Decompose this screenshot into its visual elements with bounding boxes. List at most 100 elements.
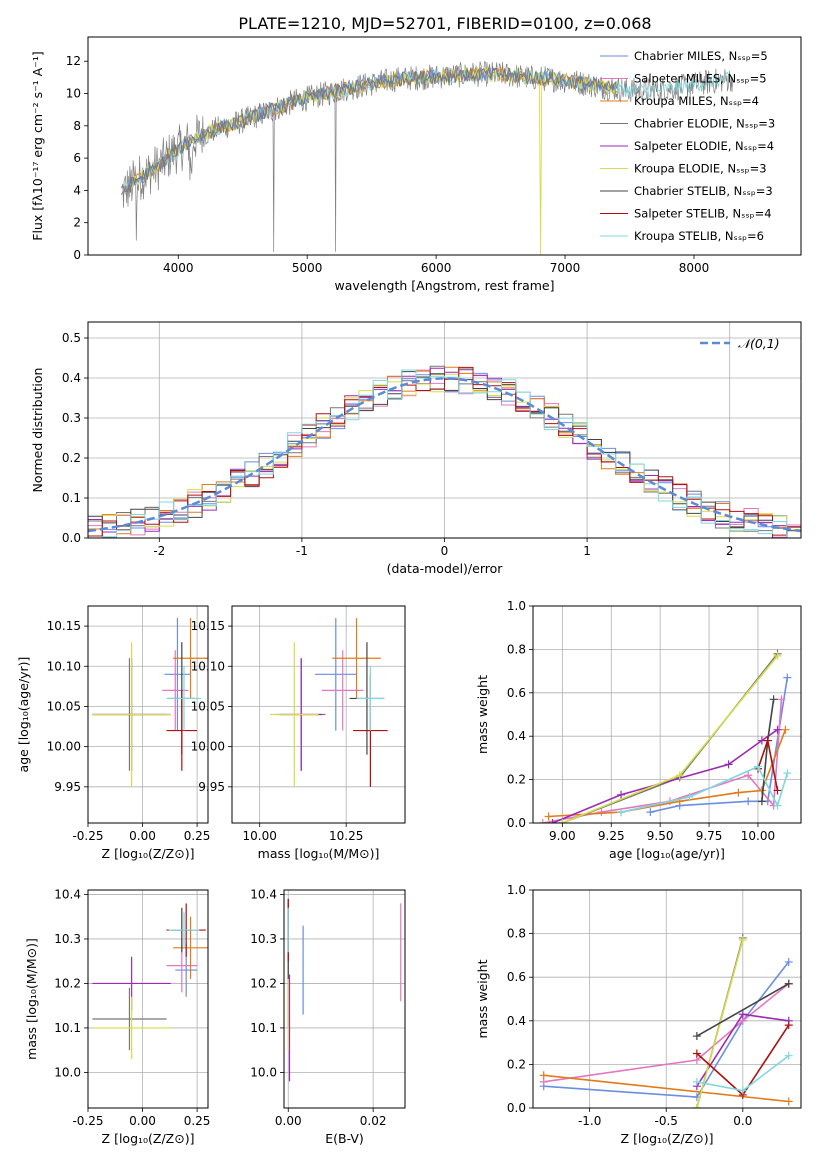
mass-weight-series-line	[696, 983, 790, 1037]
data-point-marker	[744, 771, 753, 780]
data-point-marker	[784, 1021, 793, 1030]
mass_vs_Z-frame	[87, 889, 209, 1109]
y-axis-label: mass weight	[475, 675, 490, 754]
x-axis-label: (data-model)/error	[387, 561, 504, 576]
data-point-marker	[617, 790, 626, 799]
y-tick-label: 0.0	[507, 1101, 526, 1115]
x-tick-label: 10.00	[741, 829, 775, 843]
legend-label: Salpeter MILES, Nₛₛₚ=5	[634, 72, 767, 86]
y-tick-label: 10.1	[54, 1021, 81, 1035]
y-axis-label: age [log₁₀(age/yr)]	[16, 657, 31, 773]
x-tick-label: 6000	[421, 261, 452, 275]
y-tick-label: 9.95	[198, 780, 225, 794]
x-axis-label: Z [log₁₀(Z/Z⊙)]	[102, 1131, 195, 1146]
histogram-step-line	[88, 366, 801, 537]
legend-label: Chabrier STELIB, Nₛₛₚ=3	[634, 184, 773, 198]
data-point-marker	[734, 788, 743, 797]
x-axis-label: E(B-V)	[325, 1131, 364, 1146]
x-tick-label: -0.25	[72, 829, 103, 843]
legend-label: Kroupa STELIB, Nₛₛₚ=6	[634, 229, 764, 243]
residuals-frame	[87, 321, 802, 539]
y-tick-label: 10.00	[47, 740, 81, 754]
gaussian-reference-line	[88, 377, 801, 533]
data-point-marker	[738, 936, 747, 945]
x-tick-label: 7000	[550, 261, 581, 275]
y-tick-label: 10.4	[250, 887, 277, 901]
y-tick-label: 10.2	[250, 976, 277, 990]
y-tick-label: 4	[73, 183, 81, 197]
mass_weight_vs_age-frame	[532, 605, 802, 824]
data-point-marker	[773, 786, 782, 795]
y-tick-label: 0.1	[62, 491, 81, 505]
y-tick-label: 10.1	[250, 1021, 277, 1035]
y-tick-label: 10.05	[47, 699, 81, 713]
data-point-marker	[784, 957, 793, 966]
y-axis-label: mass weight	[475, 959, 490, 1038]
x-tick-label: 9.00	[549, 829, 576, 843]
y-axis-label: Flux [fλ10⁻¹⁷ erg cm⁻² s⁻¹ A⁻¹]	[30, 51, 45, 240]
data-point-marker	[781, 725, 790, 734]
spectrum-plot-area	[121, 60, 734, 255]
model-spectrum-line	[121, 66, 618, 193]
age_vs_mass-frame	[231, 605, 406, 824]
mass-weight-series-line	[543, 961, 790, 1098]
data-point-marker	[692, 1104, 701, 1108]
x-tick-label: 1	[583, 544, 591, 558]
data-point-marker	[548, 819, 557, 823]
x-axis-label: Z [log₁₀(Z/Z⊙)]	[621, 1131, 714, 1146]
data-point-marker	[773, 801, 782, 810]
mass_weight_vs_Z-frame	[532, 889, 802, 1109]
x-tick-label: 4000	[163, 261, 194, 275]
x-axis-label: Z [log₁₀(Z/Z⊙)]	[102, 846, 195, 861]
data-point-marker	[783, 769, 792, 778]
y-axis-label: Normed distribution	[30, 368, 45, 493]
data-point-marker	[744, 797, 753, 806]
mass_vs_ebv-frame	[283, 889, 406, 1109]
spectrum-axes: 4000 5000 6000 7000 8000 0 2 4 6 8 10 12 wavelength …	[30, 51, 709, 293]
age_vs_mass-axes: 10.00 10.25 9.95 10.00 10.05 10.10 10.15 mass […	[191, 606, 405, 861]
data-point-marker	[646, 808, 655, 817]
data-point-marker	[773, 651, 782, 660]
y-tick-label: 10.15	[191, 619, 225, 633]
y-tick-label: 10.05	[191, 699, 225, 713]
x-tick-label: 0.0	[733, 1114, 752, 1128]
y-tick-label: 0.2	[507, 1057, 526, 1071]
y-tick-label: 0.5	[62, 331, 81, 345]
y-tick-label: 0.0	[507, 816, 526, 830]
data-point-marker	[597, 808, 606, 817]
y-tick-label: 0.8	[507, 642, 526, 656]
data-point-marker	[685, 792, 694, 801]
y-tick-label: 0.6	[507, 686, 526, 700]
mass_weight_vs_age-plot-area	[538, 649, 792, 823]
data-point-marker	[784, 1097, 793, 1106]
y-tick-label: 10.0	[54, 1065, 81, 1079]
x-axis-label: age [log₁₀(age/yr)]	[609, 846, 725, 861]
y-tick-label: 0.2	[507, 773, 526, 787]
figure-title: PLATE=1210, MJD=52701, FIBERID=0100, z=0…	[238, 14, 651, 33]
x-axis-label: wavelength [Angstrom, rest frame]	[334, 278, 554, 293]
mass_vs_Z-plot-area	[92, 903, 208, 1060]
data-point-marker	[692, 1077, 701, 1086]
y-tick-label: 0.4	[507, 1014, 526, 1028]
y-tick-label: 12	[66, 54, 81, 68]
x-tick-label: 2	[726, 544, 734, 558]
legend-label: Kroupa MILES, Nₛₛₚ=4	[634, 94, 759, 108]
mass_weight_vs_age-axes: 9.00 9.25 9.50 9.75 10.00 0.0 0.2 0.4 0.6 0.8 1.0 a…	[475, 599, 801, 861]
data-point-marker	[753, 762, 762, 771]
data-point-marker	[539, 1071, 548, 1080]
y-axis-label: mass [log₁₀(M/M⊙)]	[24, 938, 39, 1060]
data-point-marker	[558, 819, 567, 823]
data-point-marker	[692, 1032, 701, 1041]
x-tick-label: 0.25	[184, 1114, 211, 1128]
mass_weight_vs_Z-axes: -1.0 -0.5 0.0 0.0 0.2 0.4 0.6 0.8 1.0 Z [log₁₀(Z/…	[475, 883, 801, 1146]
x-tick-label: -1	[296, 544, 308, 558]
data-point-marker	[784, 979, 793, 988]
data-point-marker	[738, 1010, 747, 1019]
data-point-marker	[538, 819, 547, 823]
legend-label: Kroupa ELODIE, Nₛₛₚ=3	[634, 162, 767, 176]
y-tick-label: 10.0	[250, 1065, 277, 1079]
data-point-marker	[763, 736, 772, 745]
x-tick-label: -0.5	[655, 1114, 678, 1128]
y-tick-label: 0.4	[507, 729, 526, 743]
